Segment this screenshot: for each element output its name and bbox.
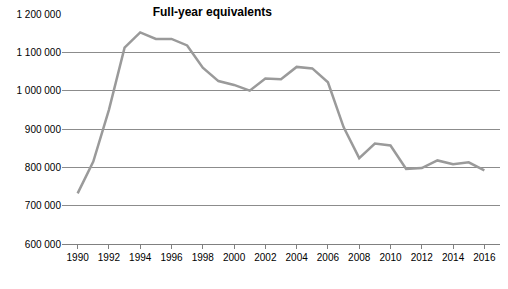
- svg-text:2006: 2006: [317, 252, 340, 263]
- svg-text:1992: 1992: [98, 252, 121, 263]
- svg-text:2004: 2004: [286, 252, 309, 263]
- svg-text:1996: 1996: [160, 252, 183, 263]
- svg-text:2002: 2002: [254, 252, 277, 263]
- svg-text:600 000: 600 000: [25, 239, 62, 250]
- svg-text:Full-year equivalents: Full-year equivalents: [153, 5, 273, 19]
- svg-text:1990: 1990: [67, 252, 90, 263]
- svg-text:1 100 000: 1 100 000: [17, 47, 62, 58]
- svg-text:2014: 2014: [442, 252, 465, 263]
- svg-text:1 000 000: 1 000 000: [17, 85, 62, 96]
- svg-text:800 000: 800 000: [25, 162, 62, 173]
- svg-text:1994: 1994: [129, 252, 152, 263]
- svg-text:1 200 000: 1 200 000: [17, 9, 62, 20]
- svg-text:1998: 1998: [192, 252, 215, 263]
- svg-text:700 000: 700 000: [25, 200, 62, 211]
- svg-text:2000: 2000: [223, 252, 246, 263]
- svg-text:900 000: 900 000: [25, 124, 62, 135]
- svg-text:2012: 2012: [411, 252, 434, 263]
- svg-text:2008: 2008: [348, 252, 371, 263]
- svg-text:2010: 2010: [379, 252, 402, 263]
- svg-text:2016: 2016: [473, 252, 496, 263]
